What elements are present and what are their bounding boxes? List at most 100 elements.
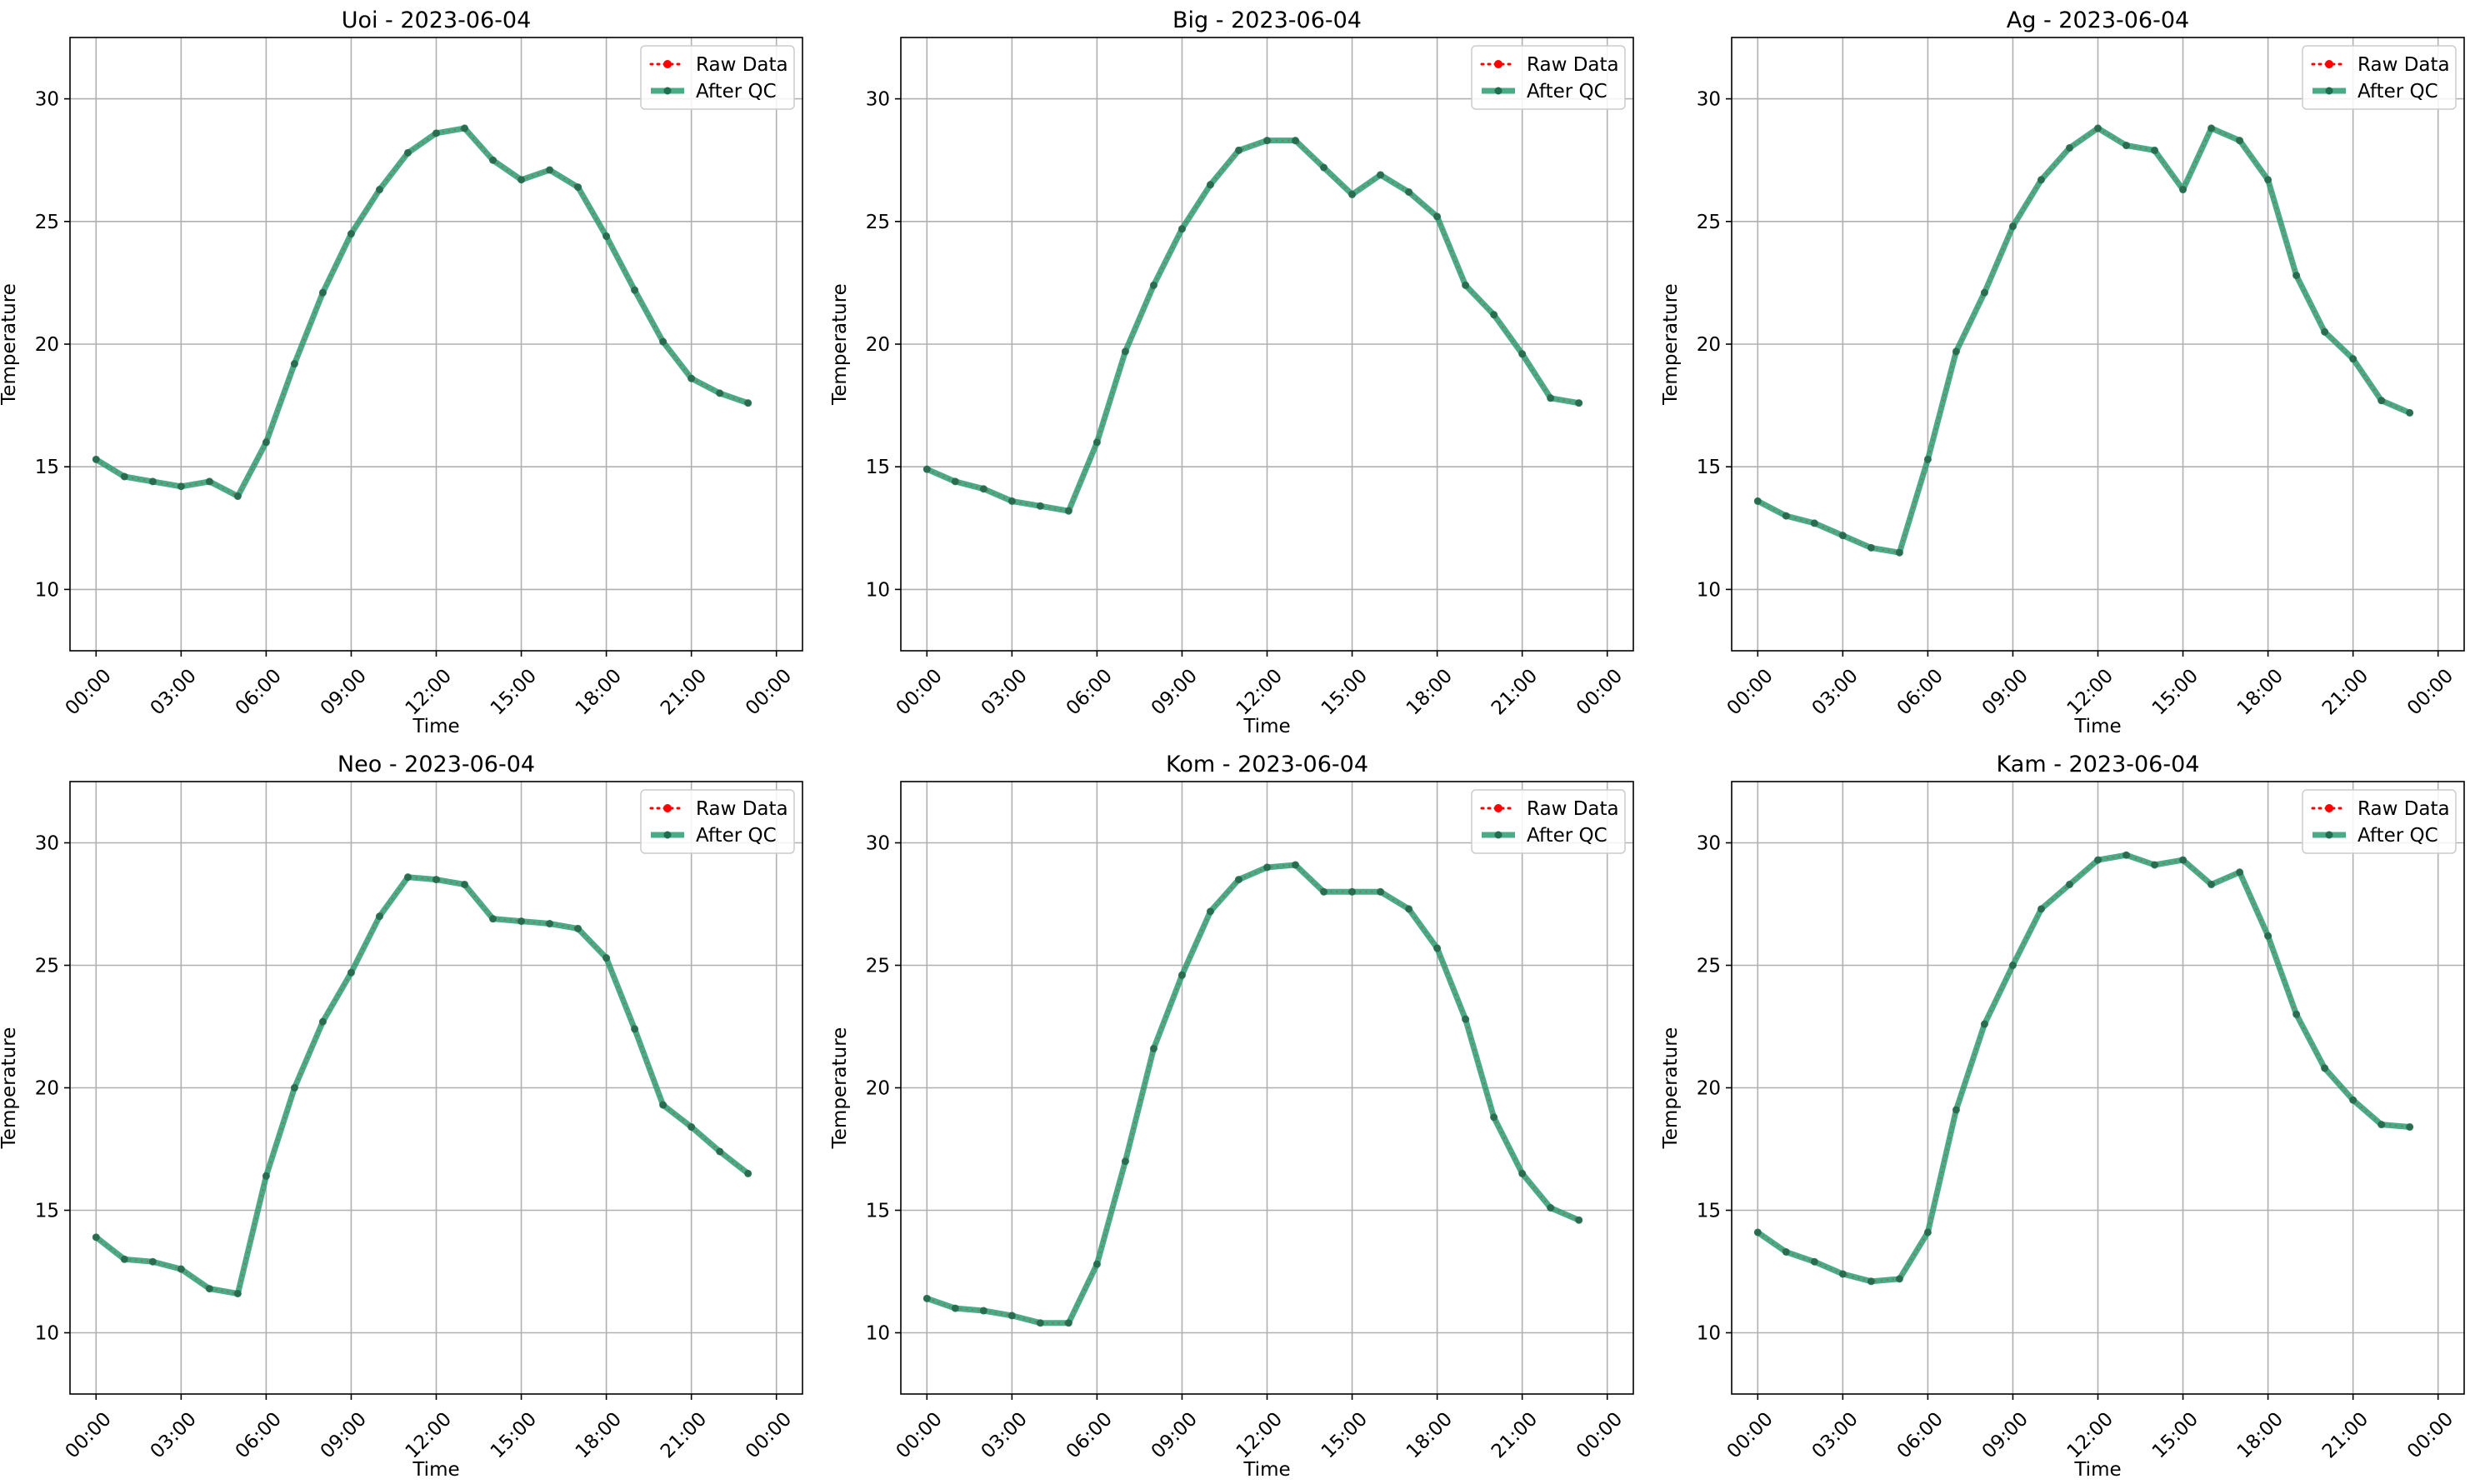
x-tick-label: 12:00 [402, 1408, 456, 1462]
x-tick-label: 15:00 [487, 1408, 541, 1462]
y-tick-label: 20 [1697, 334, 1721, 356]
after-qc-point [546, 166, 554, 174]
after-qc-point [659, 1101, 668, 1109]
after-qc-point [1206, 181, 1214, 189]
after-qc-point [148, 1257, 157, 1266]
after-qc-point [979, 1307, 988, 1315]
x-tick-label: 09:00 [317, 1408, 371, 1462]
y-tick-label: 30 [1697, 89, 1721, 111]
after-qc-point [1518, 350, 1527, 358]
x-axis-label: Time [412, 716, 459, 737]
x-tick-label: 00:00 [62, 1408, 116, 1462]
after-qc-point [347, 230, 355, 238]
after-qc-point [120, 472, 128, 481]
x-tick-label: 09:00 [1978, 1408, 2032, 1462]
series-line-after-qc [1754, 852, 2413, 1285]
x-tick-label: 18:00 [572, 1408, 626, 1462]
legend-qc-marker [1494, 831, 1502, 839]
after-qc-point [1064, 1319, 1072, 1327]
legend-label-qc: After QC [2358, 81, 2438, 102]
y-tick-label: 25 [866, 956, 890, 977]
after-qc-point [2406, 1123, 2414, 1132]
x-tick-label: 21:00 [1488, 665, 1542, 719]
after-qc-point [518, 917, 526, 926]
y-tick-label: 10 [35, 1323, 59, 1345]
x-axis-label: Time [1242, 716, 1290, 737]
y-axis-label: Temperature [0, 1027, 20, 1150]
after-qc-point [205, 477, 213, 486]
after-qc-point [1348, 887, 1357, 896]
after-qc-point [120, 1255, 128, 1263]
x-tick-label: 09:00 [317, 665, 371, 719]
after-qc-point [1575, 399, 1583, 407]
after-qc-point [688, 1123, 696, 1132]
series-line-after-qc [92, 874, 752, 1297]
subplot-title: Ag - 2023-06-04 [2007, 7, 2189, 33]
x-tick-label: 03:00 [978, 1408, 1032, 1462]
after-qc-point [1867, 543, 1875, 552]
after-qc-point [1462, 1015, 1470, 1023]
x-axis-label: Time [2073, 716, 2121, 737]
y-tick-label: 30 [1697, 833, 1721, 855]
x-tick-label: 03:00 [1808, 665, 1862, 719]
x-tick-label: 18:00 [2233, 1408, 2288, 1462]
x-tick-label: 03:00 [1808, 1408, 1862, 1462]
after-qc-point [1121, 347, 1129, 356]
after-qc-point [2292, 272, 2301, 280]
after-qc-point [2236, 868, 2244, 877]
x-tick-label: 15:00 [1318, 665, 1372, 719]
after-qc-point [2179, 856, 2188, 864]
after-qc-point [1838, 532, 1847, 540]
legend: Raw Data After QC [1471, 789, 1626, 854]
after-qc-point [177, 1265, 185, 1273]
y-axis-label: Temperature [1660, 1027, 1682, 1150]
after-qc-point [2208, 880, 2216, 888]
x-axis-label: Time [412, 1459, 459, 1481]
after-qc-point [1462, 281, 1470, 289]
after-qc-point [1810, 1257, 1818, 1266]
y-tick-label: 30 [35, 89, 59, 111]
after-qc-point [2094, 856, 2102, 864]
x-tick-label: 00:00 [62, 665, 116, 719]
after-qc-point [461, 124, 469, 132]
after-qc-point [432, 129, 440, 137]
after-qc-point [2321, 327, 2329, 336]
y-axis-label: Temperature [0, 283, 20, 406]
after-qc-point [1149, 281, 1158, 289]
after-qc-point [403, 873, 412, 882]
x-tick-label: 21:00 [2318, 1408, 2372, 1462]
after-qc-point [602, 232, 611, 240]
y-tick-label: 30 [866, 833, 890, 855]
x-tick-label: 03:00 [147, 1408, 201, 1462]
x-axis-label: Time [1242, 1459, 1290, 1481]
y-tick-label: 25 [35, 956, 59, 977]
x-tick-label: 12:00 [2063, 1408, 2118, 1462]
after-qc-point [2065, 143, 2073, 152]
after-qc-point [1895, 1275, 1903, 1283]
after-qc-point [1149, 1044, 1158, 1052]
after-qc-point [1490, 311, 1498, 319]
subplot-1: 00:00 03:00 06:00 09:00 12:00 15:00 18:00 21:00… [0, 7, 803, 737]
x-tick-label: 15:00 [2148, 665, 2202, 719]
x-tick-label: 00:00 [892, 665, 947, 719]
after-qc-point [2292, 1010, 2301, 1018]
legend-raw-marker [1494, 804, 1502, 812]
after-qc-point [2008, 222, 2017, 231]
after-qc-point [2008, 962, 2017, 969]
after-qc-point [2037, 176, 2045, 184]
after-qc-point [1008, 497, 1016, 505]
after-qc-point [318, 288, 327, 297]
y-axis-label: Temperature [829, 283, 851, 406]
after-qc-point [2378, 397, 2386, 405]
after-qc-point [489, 915, 498, 923]
after-qc-point [2122, 851, 2131, 859]
after-qc-point [744, 1169, 752, 1177]
y-tick-label: 15 [1697, 457, 1721, 478]
after-qc-point [1867, 1277, 1875, 1286]
after-qc-point [2065, 880, 2073, 888]
series-line-raw-data [95, 876, 749, 1295]
after-qc-point [1405, 905, 1413, 913]
after-qc-point [2151, 146, 2159, 154]
after-qc-point [375, 186, 383, 194]
after-qc-point [688, 374, 696, 382]
